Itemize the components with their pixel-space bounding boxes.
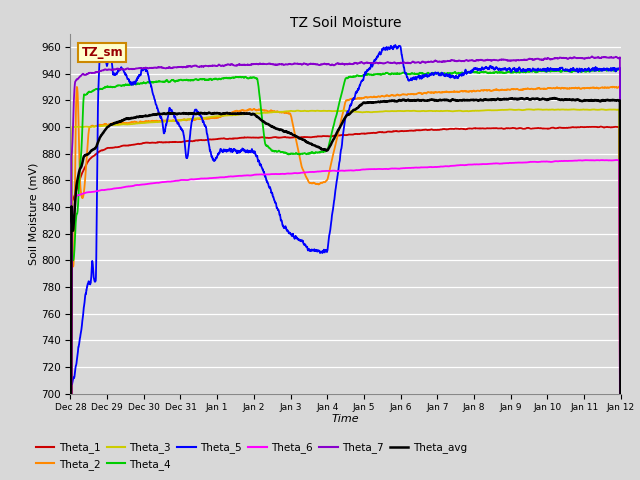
Theta_3 [547, 107, 555, 112]
Theta_7 [547, 57, 554, 62]
Theta_3 [278, 109, 285, 115]
Theta_1 [129, 142, 137, 148]
Theta_6 [278, 171, 285, 177]
Theta_7 [606, 55, 614, 60]
Theta_2 [615, 84, 623, 89]
Theta_5 [547, 66, 555, 72]
Theta_2 [301, 172, 309, 178]
Theta_6 [547, 159, 554, 165]
Line: Theta_1: Theta_1 [70, 127, 621, 480]
Theta_3 [606, 107, 614, 112]
Theta_2 [278, 109, 285, 115]
Theta_5 [129, 82, 137, 87]
Theta_2 [606, 84, 614, 90]
Theta_1 [162, 139, 170, 145]
Y-axis label: Soil Moisture (mV): Soil Moisture (mV) [28, 162, 38, 265]
Theta_2 [162, 118, 170, 124]
Theta_6 [612, 157, 620, 163]
Legend: Theta_1, Theta_2, Theta_3, Theta_4, Theta_5, Theta_6, Theta_7, Theta_avg: Theta_1, Theta_2, Theta_3, Theta_4, Thet… [31, 438, 471, 474]
Theta_4 [615, 66, 623, 72]
Theta_4 [278, 149, 285, 155]
Text: TZ_sm: TZ_sm [81, 46, 123, 59]
Theta_1 [596, 124, 604, 130]
Title: TZ Soil Moisture: TZ Soil Moisture [290, 16, 401, 30]
Theta_3 [301, 108, 309, 114]
Theta_1 [606, 124, 614, 130]
Theta_6 [162, 179, 170, 185]
Theta_3 [526, 107, 534, 112]
Theta_5 [301, 242, 309, 248]
Theta_5 [392, 42, 399, 48]
Theta_5 [278, 217, 285, 223]
Theta_3 [162, 119, 170, 124]
Theta_5 [606, 68, 614, 73]
Theta_6 [129, 183, 137, 189]
Theta_1 [301, 134, 309, 140]
X-axis label: Time: Time [332, 414, 360, 424]
Theta_avg [129, 115, 137, 121]
Theta_4 [162, 78, 170, 84]
Theta_4 [606, 67, 614, 73]
Theta_1 [547, 125, 554, 131]
Line: Theta_avg: Theta_avg [70, 98, 621, 480]
Theta_7 [278, 61, 285, 67]
Theta_5 [162, 122, 170, 128]
Theta_4 [129, 81, 137, 87]
Line: Theta_5: Theta_5 [70, 45, 621, 480]
Theta_avg [162, 111, 170, 117]
Theta_3 [129, 121, 137, 127]
Line: Theta_7: Theta_7 [70, 56, 621, 480]
Theta_7 [162, 65, 170, 71]
Theta_7 [129, 66, 137, 72]
Theta_7 [301, 61, 309, 67]
Theta_avg [547, 96, 554, 102]
Theta_1 [278, 135, 285, 141]
Line: Theta_4: Theta_4 [70, 69, 621, 480]
Theta_2 [547, 85, 554, 91]
Theta_6 [606, 157, 614, 163]
Line: Theta_6: Theta_6 [70, 160, 621, 480]
Theta_2 [129, 119, 137, 125]
Theta_avg [606, 97, 614, 103]
Theta_7 [588, 53, 596, 59]
Theta_avg [301, 138, 309, 144]
Line: Theta_2: Theta_2 [70, 86, 621, 480]
Theta_4 [547, 69, 554, 74]
Theta_avg [550, 95, 558, 101]
Line: Theta_3: Theta_3 [70, 109, 621, 480]
Theta_avg [278, 127, 285, 132]
Theta_4 [301, 151, 309, 156]
Theta_6 [301, 169, 309, 175]
